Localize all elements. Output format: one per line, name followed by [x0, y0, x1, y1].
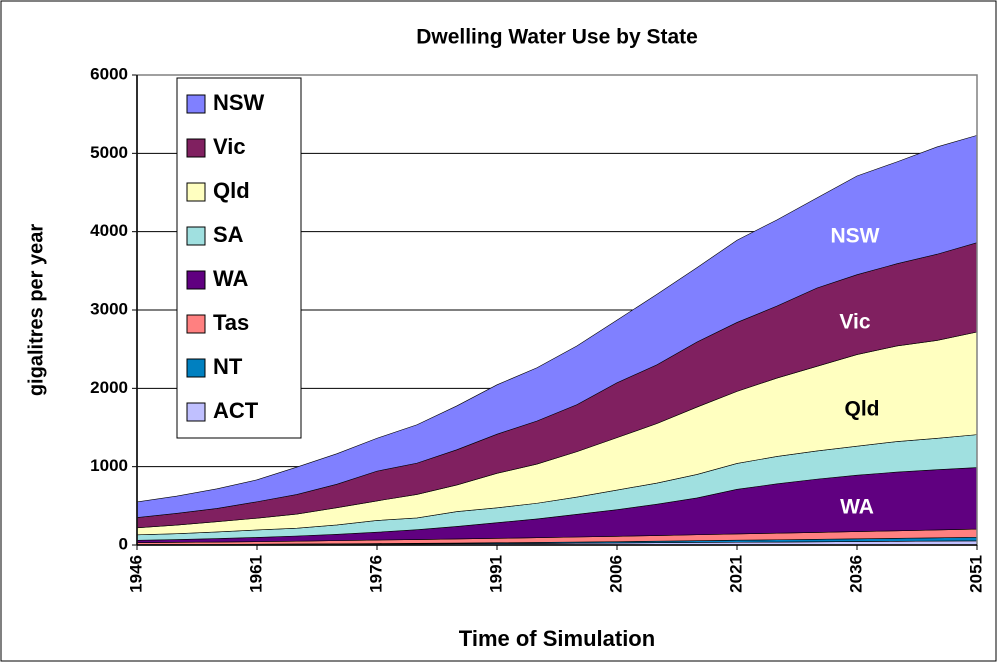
legend-label: Tas	[213, 310, 249, 335]
y-tick-label: 2000	[90, 378, 128, 397]
legend-label: Qld	[213, 178, 250, 203]
legend-label: ACT	[213, 398, 259, 423]
legend	[176, 77, 302, 439]
legend-swatch	[186, 270, 206, 290]
x-axis-label: Time of Simulation	[459, 626, 655, 651]
legend-swatch	[186, 226, 206, 246]
legend-swatch	[186, 94, 206, 114]
legend-label: WA	[213, 266, 249, 291]
y-tick-label: 5000	[90, 143, 128, 162]
legend-swatch	[186, 402, 206, 422]
legend-swatch	[186, 314, 206, 334]
annotation: Qld	[845, 398, 880, 421]
chart-title: Dwelling Water Use by State	[416, 26, 698, 49]
x-tick-label: 1976	[366, 555, 385, 593]
x-tick-label: 2051	[966, 555, 985, 593]
legend-label: NSW	[213, 90, 265, 115]
annotation: Vic	[839, 311, 870, 334]
legend-label: SA	[213, 222, 244, 247]
y-tick-label: 3000	[90, 299, 128, 318]
legend-label: NT	[213, 354, 243, 379]
annotation: WA	[840, 496, 874, 519]
y-axis-label: gigalitres per year	[25, 224, 47, 397]
x-tick-label: 2036	[846, 555, 865, 593]
annotation: NSW	[831, 225, 880, 248]
y-tick-label: 4000	[90, 221, 128, 240]
x-tick-label: 2006	[606, 555, 625, 593]
x-tick-label: 1961	[246, 555, 265, 593]
y-tick-label: 0	[119, 534, 128, 553]
legend-swatch	[186, 138, 206, 158]
x-tick-label: 1991	[486, 555, 505, 593]
x-tick-label: 1946	[126, 555, 145, 593]
legend-swatch	[186, 358, 206, 378]
legend-label: Vic	[213, 134, 246, 159]
legend-swatch	[186, 182, 206, 202]
x-tick-label: 2021	[726, 555, 745, 593]
y-tick-label: 6000	[90, 64, 128, 83]
y-tick-label: 1000	[90, 456, 128, 475]
